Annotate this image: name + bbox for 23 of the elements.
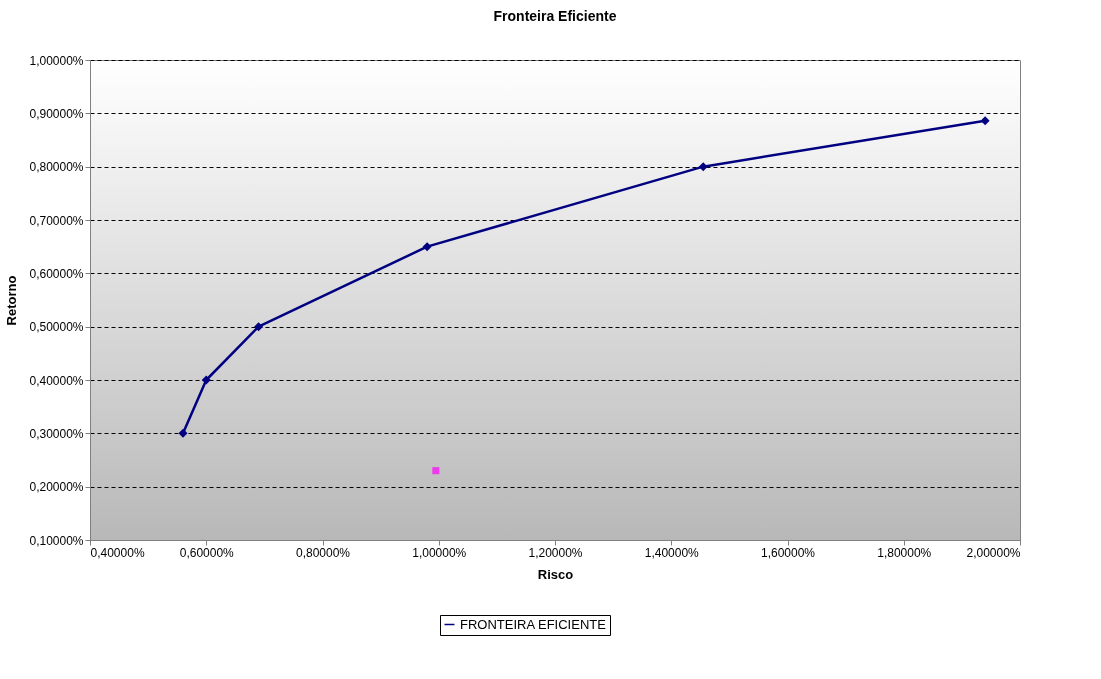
y-tick-label: 0,30000% bbox=[29, 426, 84, 441]
chart-title: Fronteira Eficiente bbox=[493, 8, 617, 24]
x-tick-label: 2,00000% bbox=[966, 545, 1021, 560]
x-tick-label: 0,80000% bbox=[295, 545, 351, 560]
y-tick-label: 0,20000% bbox=[29, 480, 84, 495]
y-tick-label: 0,50000% bbox=[29, 320, 84, 335]
y-tick-label: 0,10000% bbox=[29, 533, 84, 548]
x-tick-label: 0,40000% bbox=[90, 545, 145, 560]
x-tick-label: 1,40000% bbox=[644, 545, 700, 560]
y-tick-label: 0,80000% bbox=[29, 160, 84, 175]
x-tick-label: 1,60000% bbox=[760, 545, 816, 560]
x-axis-title: Risco bbox=[537, 566, 574, 582]
x-tick-label: 0,60000% bbox=[179, 545, 235, 560]
y-tick-label: 1,00000% bbox=[29, 53, 84, 68]
y-tick-label: 0,60000% bbox=[29, 266, 84, 281]
legend-label: FRONTEIRA EFICIENTE bbox=[460, 616, 607, 632]
x-tick-label: 1,80000% bbox=[877, 545, 932, 560]
y-tick-label: 0,70000% bbox=[29, 213, 84, 228]
x-tick-label: 1,20000% bbox=[528, 545, 583, 560]
y-axis-title: Retorno bbox=[4, 275, 20, 326]
y-tick-label: 0,90000% bbox=[29, 106, 84, 121]
x-tick-label: 1,00000% bbox=[412, 545, 467, 560]
y-tick-label: 0,40000% bbox=[29, 373, 84, 388]
